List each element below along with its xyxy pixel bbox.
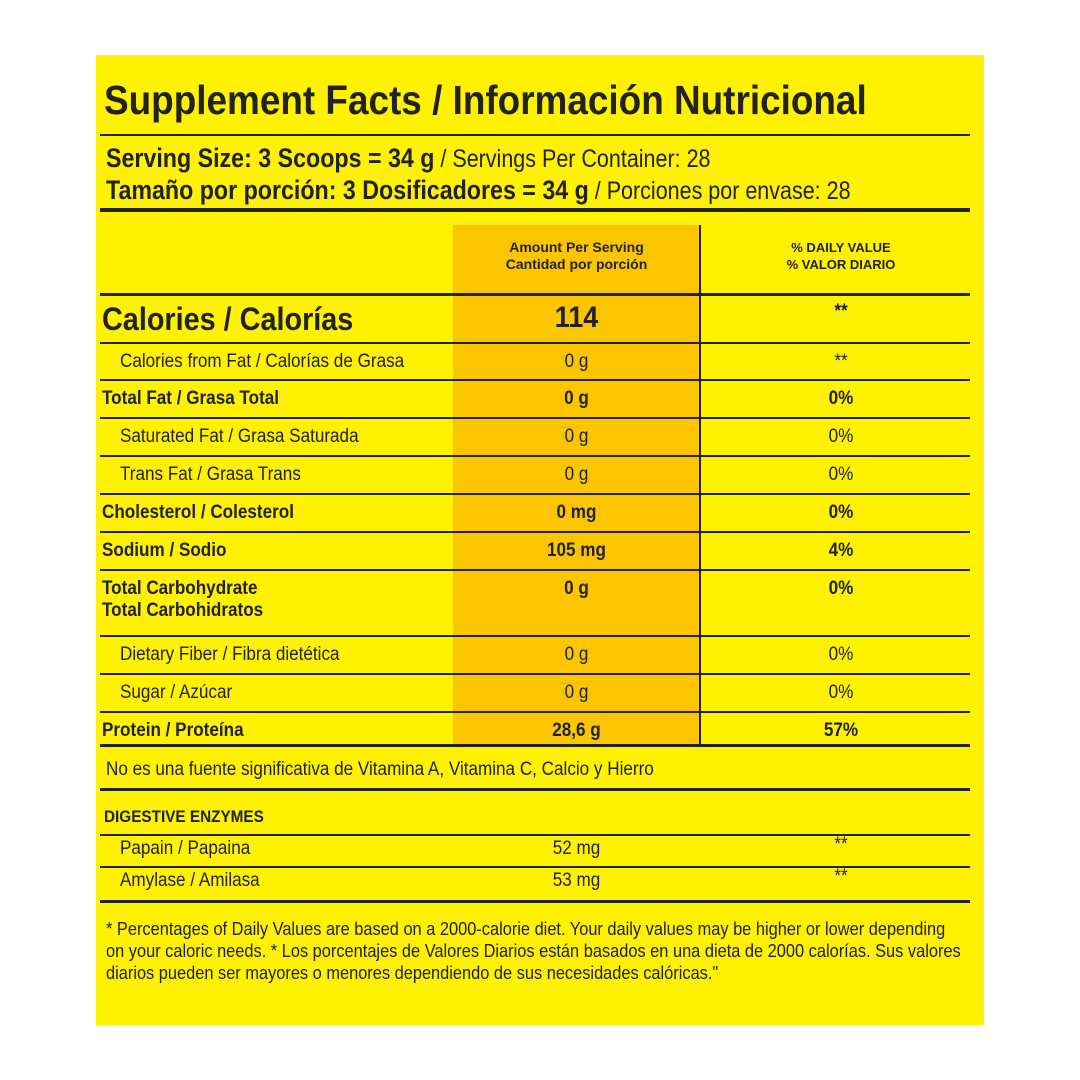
rule [100,493,970,495]
header-line: Amount Per Serving [509,239,644,255]
note: No es una fuente significativa de Vitami… [106,759,654,780]
rule [100,834,970,836]
enzyme-amount: 52 mg [552,838,601,859]
rule [100,635,970,637]
nutrient-label: Calories from Fat / Calorías de Grasa [120,351,405,372]
nutrient-label: Total Carbohydrate [102,578,258,599]
serving-normal: / Porciones por envase: 28 [594,177,851,205]
rule [100,744,970,747]
title: Supplement Facts / Información Nutricion… [104,77,867,123]
amount: 0 g [564,578,589,599]
rule [100,900,970,903]
daily-value: 0% [828,464,854,485]
serving-line: Serving Size: 3 Scoops = 34 g / Servings… [106,143,710,174]
amount: 0 g [564,388,589,409]
nutrient-label: Total Fat / Grasa Total [102,388,280,409]
rule [100,455,970,457]
enzyme-daily-value: ** [834,866,848,887]
daily-value: 0% [828,682,854,703]
amount: 0 g [564,682,589,703]
rule [100,208,970,212]
daily-value: 4% [828,540,854,561]
daily-value: 57% [823,720,859,741]
header-line: % VALOR DIARIO [786,257,896,272]
nutrient-label: Sodium / Sodio [102,540,227,561]
serving-line: Tamaño por porción: 3 Dosificadores = 34… [106,175,851,206]
amount: 0 mg [556,502,597,523]
rule [100,569,970,571]
enzymes-heading: DIGESTIVE ENZYMES [104,807,264,826]
column-divider [699,225,701,745]
nutrient-label: Dietary Fiber / Fibra dietética [120,644,340,665]
serving-bold: Tamaño por porción: 3 Dosificadores = 34… [106,175,589,205]
amount: 105 mg [547,540,606,561]
enzyme-name: Papain / Papaina [120,838,251,859]
enzyme-name: Amylase / Amilasa [120,870,260,891]
rule [100,673,970,675]
serving-normal: / Servings Per Container: 28 [440,145,711,173]
supplement-panel: Supplement Facts / Información Nutricion… [96,55,984,1025]
enzyme-daily-value: ** [834,834,848,855]
daily-value: 0% [828,578,854,599]
rule [100,134,970,136]
amount: 28,6 g [552,720,601,741]
rule [100,711,970,713]
amount: 0 g [564,464,589,485]
rule [100,866,970,868]
daily-value: ** [834,301,848,322]
rule [100,531,970,533]
footnote: * Percentages of Daily Values are based … [106,919,961,983]
amount-header: Amount Per Serving Cantidad por porción [453,239,700,273]
nutrient-label: Total Carbohidratos [102,600,264,621]
nutrient-label: Saturated Fat / Grasa Saturada [120,426,359,447]
daily-value: 0% [828,388,854,409]
rule [100,293,970,296]
daily-value: 0% [828,502,854,523]
rule [100,342,970,344]
serving-bold: Serving Size: 3 Scoops = 34 g [106,143,435,173]
amount: 0 g [564,644,589,665]
nutrient-label: Calories / Calorías [102,301,354,337]
nutrient-label: Sugar / Azúcar [120,682,233,703]
header-line: Cantidad por porción [505,256,648,272]
nutrient-label: Cholesterol / Colesterol [102,502,294,523]
daily-value: 0% [828,644,854,665]
amount: 0 g [564,351,589,372]
daily-value: 0% [828,426,854,447]
nutrient-label: Trans Fat / Grasa Trans [120,464,301,485]
rule [100,788,970,791]
daily-value: ** [834,351,848,372]
rule [100,417,970,419]
daily-value-header: % DAILY VALUE % VALOR DIARIO [701,239,981,273]
nutrient-label: Protein / Proteína [102,720,244,741]
enzyme-amount: 53 mg [552,870,601,891]
header-line: % DAILY VALUE [791,240,891,255]
rule [100,379,970,381]
amount: 0 g [564,426,589,447]
amount: 114 [554,301,599,334]
amount-column [453,225,700,745]
